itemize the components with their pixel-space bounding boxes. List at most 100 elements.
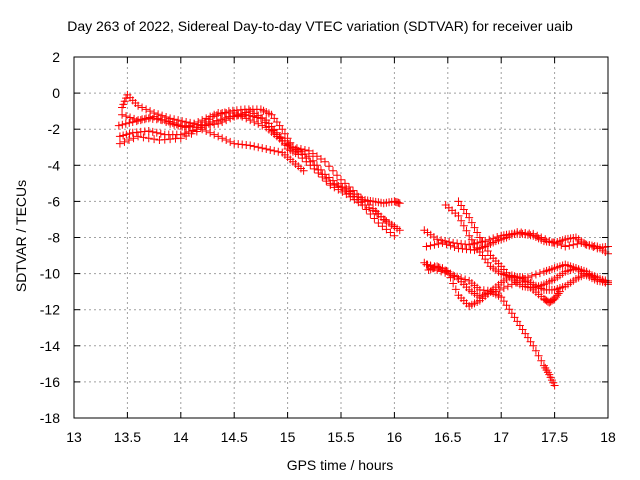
data-point-marker: [341, 179, 350, 188]
data-point-marker: [299, 166, 308, 175]
data-point-marker: [176, 134, 185, 143]
y-tick-label: -6: [48, 193, 61, 209]
data-point-marker: [246, 141, 255, 150]
y-tick-label: -8: [48, 230, 61, 246]
data-point-marker: [196, 123, 205, 132]
data-point-marker: [366, 210, 375, 219]
data-point-marker: [535, 269, 544, 278]
data-point-marker: [262, 145, 271, 154]
data-point-marker: [274, 147, 283, 156]
data-point-marker: [573, 239, 582, 248]
data-point-marker: [502, 301, 511, 310]
data-point-marker: [154, 114, 163, 123]
data-point-marker: [322, 174, 331, 183]
data-point-marker: [158, 116, 167, 125]
data-point-marker: [194, 117, 203, 126]
data-point-marker: [395, 226, 404, 235]
data-point-marker: [495, 285, 504, 294]
data-point-marker: [382, 225, 391, 234]
x-tick-label: 14.5: [221, 429, 248, 445]
data-point-marker: [216, 115, 225, 124]
data-point-marker: [450, 272, 459, 281]
data-point-marker: [465, 240, 474, 249]
data-point-marker: [529, 229, 538, 238]
data-point-marker: [541, 235, 550, 244]
data-point-marker: [585, 241, 594, 250]
data-point-marker: [258, 144, 267, 153]
data-point-marker: [198, 116, 207, 125]
data-point-marker: [192, 127, 201, 136]
x-tick-label: 13: [66, 429, 82, 445]
x-tick-label: 17: [493, 429, 509, 445]
data-point-marker: [459, 221, 468, 230]
data-point-marker: [515, 321, 524, 330]
data-point-marker: [581, 240, 590, 249]
data-point-marker: [534, 351, 543, 360]
data-point-marker: [125, 136, 134, 145]
data-point-marker: [316, 154, 325, 163]
data-point-marker: [443, 267, 452, 276]
x-tick-label: 18: [600, 429, 616, 445]
data-point-marker: [557, 241, 566, 250]
data-point-marker: [118, 120, 127, 129]
y-tick-label: -14: [40, 338, 60, 354]
data-point-marker: [258, 121, 267, 130]
data-point-marker: [138, 115, 147, 124]
data-point-marker: [312, 152, 321, 161]
data-point-marker: [422, 242, 431, 251]
y-tick-label: 2: [52, 49, 60, 65]
data-point-marker: [426, 265, 435, 274]
data-point-marker: [230, 108, 239, 117]
data-point-marker: [278, 125, 287, 134]
data-point-marker: [481, 242, 490, 251]
data-point-marker: [457, 201, 466, 210]
data-point-marker: [246, 107, 255, 116]
data-point-marker: [527, 271, 536, 280]
data-point-marker: [342, 184, 351, 193]
data-point-marker: [433, 235, 442, 244]
data-point-marker: [467, 235, 476, 244]
series-arc8: [420, 258, 612, 296]
data-point-marker: [420, 258, 429, 267]
data-point-marker: [134, 116, 143, 125]
y-tick-label: -2: [48, 121, 61, 137]
data-point-marker: [242, 114, 251, 123]
series-arc6: [420, 226, 612, 258]
data-point-marker: [134, 132, 143, 141]
data-point-marker: [459, 205, 468, 214]
data-point-marker: [298, 150, 307, 159]
data-point-marker: [553, 239, 562, 248]
data-point-marker: [300, 145, 309, 154]
data-point-marker: [497, 293, 506, 302]
data-point-marker: [250, 117, 259, 126]
data-point-marker: [378, 222, 387, 231]
data-point-marker: [246, 116, 255, 125]
data-point-marker: [550, 381, 559, 390]
data-point-marker: [121, 119, 130, 128]
data-point-marker: [306, 157, 315, 166]
data-point-marker: [256, 114, 265, 123]
data-point-marker: [139, 133, 148, 142]
data-point-marker: [370, 214, 379, 223]
data-point-marker: [569, 240, 578, 249]
data-point-marker: [505, 305, 514, 314]
data-point-marker: [395, 199, 404, 208]
data-point-marker: [537, 356, 546, 365]
data-point-marker: [150, 135, 159, 144]
data-point-marker: [314, 165, 323, 174]
data-point-marker: [120, 137, 129, 146]
series-arc1: [114, 105, 404, 235]
data-point-marker: [450, 242, 459, 251]
data-point-marker: [467, 218, 476, 227]
data-point-marker: [308, 149, 317, 158]
data-point-marker: [465, 231, 474, 240]
data-point-marker: [142, 105, 151, 114]
data-point-marker: [446, 273, 455, 282]
data-point-marker: [206, 112, 215, 121]
data-point-marker: [142, 114, 151, 123]
data-point-marker: [125, 129, 134, 138]
data-point-marker: [526, 337, 535, 346]
data-point-marker: [561, 242, 570, 251]
data-point-marker: [338, 183, 347, 192]
